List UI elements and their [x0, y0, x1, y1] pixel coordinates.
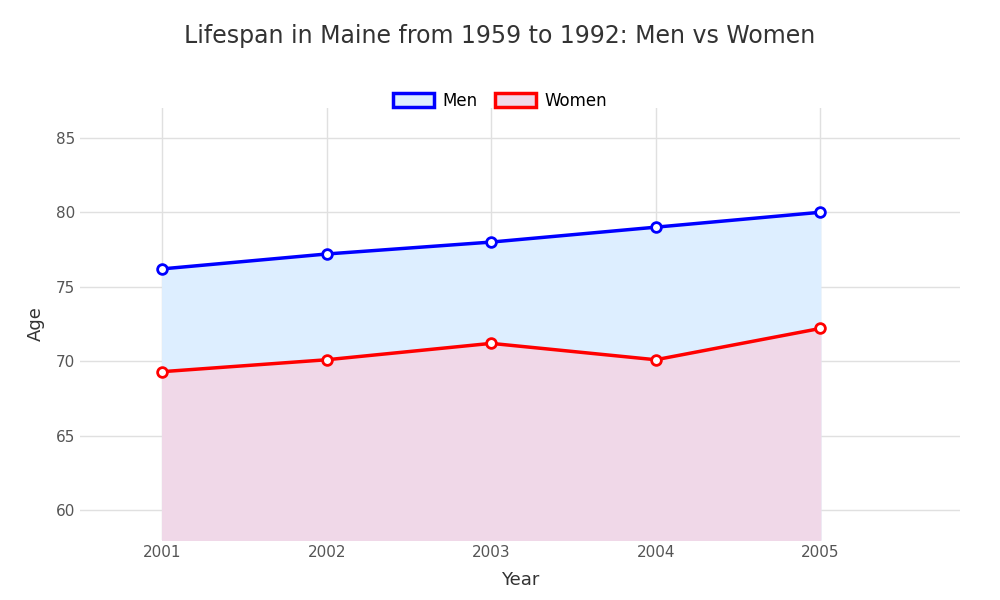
Text: Lifespan in Maine from 1959 to 1992: Men vs Women: Lifespan in Maine from 1959 to 1992: Men… [184, 24, 816, 48]
Y-axis label: Age: Age [27, 307, 45, 341]
X-axis label: Year: Year [501, 571, 539, 589]
Legend: Men, Women: Men, Women [384, 83, 616, 118]
